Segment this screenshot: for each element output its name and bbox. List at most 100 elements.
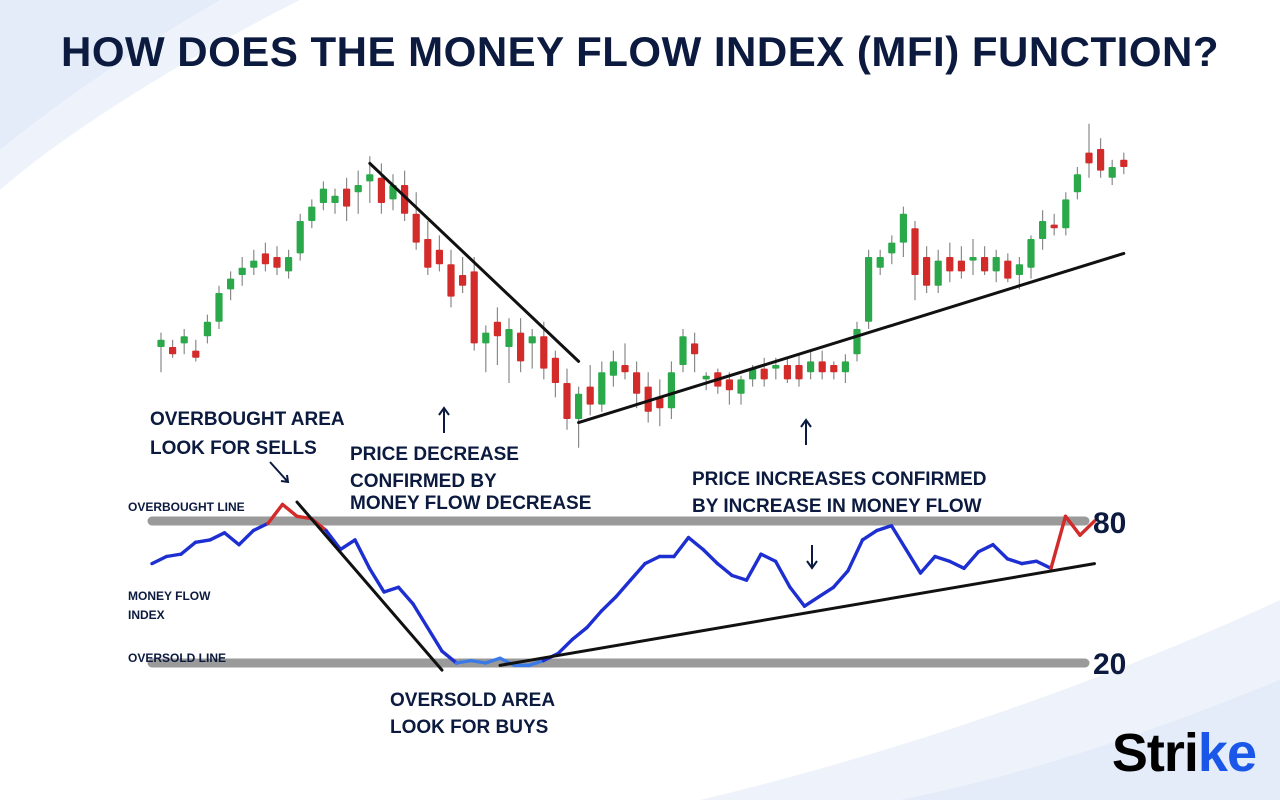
- bullish-candle: [841, 354, 849, 383]
- bullish-candle: [1108, 159, 1116, 185]
- bullish-candle: [609, 350, 617, 387]
- bullish-candle: [227, 271, 235, 301]
- bullish-candle: [1015, 257, 1023, 290]
- mfi-segment: [150, 554, 169, 566]
- svg-text:MONEY FLOW DECREASE: MONEY FLOW DECREASE: [350, 493, 591, 514]
- svg-text:MONEY FLOW: MONEY FLOW: [128, 589, 211, 603]
- mfi-segment: [222, 531, 241, 547]
- bearish-candle: [818, 350, 826, 380]
- annotation-arrows: [269, 406, 818, 570]
- bullish-candle: [296, 213, 304, 261]
- down-arrow-icon: [806, 545, 818, 570]
- bearish-candle: [540, 321, 548, 380]
- bullish-candle: [319, 181, 327, 211]
- bearish-candle: [725, 372, 733, 405]
- level-80-label: 80: [1093, 507, 1126, 540]
- bearish-candle: [343, 177, 351, 221]
- bearish-candle: [633, 361, 641, 409]
- mfi-segment: [860, 528, 879, 542]
- bearish-candle: [551, 350, 559, 398]
- bullish-candle: [1062, 192, 1070, 236]
- up-arrow-icon: [800, 418, 812, 445]
- mfi-segment: [773, 559, 792, 589]
- mfi-downtrend-line: [295, 500, 444, 672]
- price-trendlines: [368, 161, 1126, 425]
- level-20-label: 20: [1093, 648, 1126, 681]
- bearish-candle: [911, 221, 919, 301]
- mfi-segment: [266, 502, 285, 526]
- bearish-candle: [470, 257, 478, 351]
- bearish-candle: [261, 242, 269, 272]
- svg-text:BY INCREASE IN MONEY FLOW: BY INCREASE IN MONEY FLOW: [692, 496, 982, 517]
- mfi-segment: [1063, 514, 1082, 537]
- bullish-candle: [702, 372, 710, 391]
- mfi-segment: [962, 550, 981, 571]
- price-uptrend-line: [577, 251, 1126, 425]
- mfi-segment: [237, 528, 256, 547]
- bearish-candle: [946, 242, 954, 283]
- mfi-segment: [367, 566, 386, 594]
- bearish-candle: [1097, 138, 1105, 178]
- mfi-segment: [556, 637, 575, 656]
- bullish-candle: [180, 329, 188, 355]
- annotation-overbought-area: OVERBOUGHT AREA LOOK FOR SELLS: [150, 409, 345, 459]
- mfi-segment: [947, 559, 966, 571]
- bearish-candle: [459, 257, 467, 293]
- mfi-level-lines: [147, 516, 1090, 668]
- bullish-candle: [899, 206, 907, 257]
- mfi-segment: [396, 585, 415, 606]
- mfi-segment: [599, 595, 618, 613]
- mfi-segment: [846, 538, 865, 573]
- bearish-candle: [621, 343, 629, 380]
- bullish-candle: [505, 318, 513, 383]
- bullish-candle: [285, 249, 293, 279]
- mfi-segment: [918, 554, 937, 575]
- mfi-segment: [831, 569, 850, 589]
- bearish-candle: [377, 163, 385, 214]
- bearish-candle: [493, 307, 501, 365]
- oversold-line-label: OVERSOLD LINE: [128, 651, 226, 665]
- price-candles: [157, 123, 1128, 448]
- mfi-segment: [353, 538, 372, 571]
- bullish-candle: [667, 361, 675, 419]
- mfi-segment: [1078, 519, 1097, 537]
- svg-text:OVERSOLD AREA: OVERSOLD AREA: [390, 690, 555, 711]
- bullish-candle: [331, 188, 339, 214]
- mfi-segment: [991, 542, 1010, 561]
- bullish-candle: [203, 314, 211, 344]
- bearish-candle: [563, 368, 571, 430]
- mfi-segment: [324, 528, 343, 552]
- mfi-segment: [1049, 514, 1068, 571]
- bearish-candle: [1004, 253, 1012, 283]
- bearish-candle: [1120, 152, 1128, 175]
- price-downtrend-line: [368, 161, 581, 363]
- bullish-candle: [157, 332, 165, 373]
- bullish-candle: [888, 235, 896, 265]
- svg-text:PRICE INCREASES CONFIRMED: PRICE INCREASES CONFIRMED: [692, 469, 987, 490]
- mfi-segment: [1005, 557, 1024, 566]
- bearish-candle: [586, 365, 594, 416]
- annotation-price-decrease: PRICE DECREASE CONFIRMED BY MONEY FLOW D…: [350, 444, 591, 514]
- bearish-candle: [517, 318, 525, 373]
- mfi-segment: [1020, 559, 1039, 566]
- mfi-segment: [802, 595, 821, 608]
- mfi-segment: [251, 521, 270, 533]
- page-title: HOW DOES THE MONEY FLOW INDEX (MFI) FUNC…: [61, 28, 1219, 75]
- mfi-segment: [701, 547, 720, 566]
- mfi-segment: [817, 585, 836, 599]
- bullish-candle: [389, 174, 397, 211]
- mfi-segment: [614, 578, 633, 599]
- bullish-candle: [865, 249, 873, 329]
- mfi-segment: [527, 658, 546, 668]
- overbought-line-label: OVERBOUGHT LINE: [128, 500, 245, 514]
- mfi-segment: [715, 561, 734, 578]
- bearish-candle: [447, 249, 455, 308]
- bearish-candle: [783, 357, 791, 383]
- bullish-candle: [354, 170, 362, 214]
- mfi-segment: [976, 542, 995, 554]
- mfi-trendlines: [295, 500, 1096, 672]
- bullish-candle: [1039, 210, 1047, 250]
- bearish-candle: [435, 235, 443, 272]
- mfi-segment: [454, 658, 473, 665]
- mfi-segment: [193, 538, 212, 544]
